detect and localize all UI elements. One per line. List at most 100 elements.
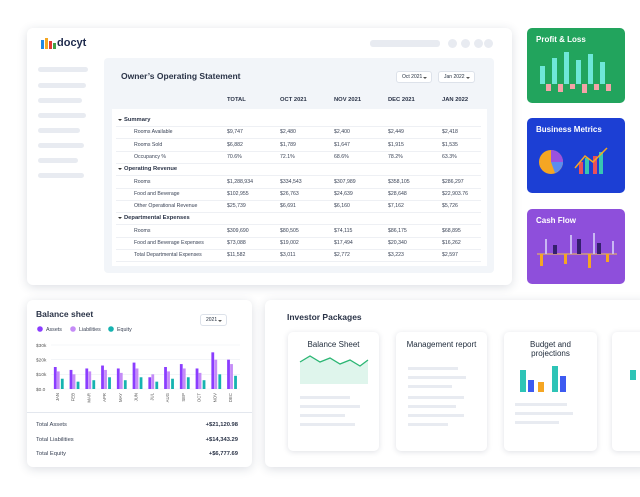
total-value: +$6,777.69 <box>208 451 238 457</box>
cell: 78.2% <box>388 153 403 160</box>
x-tick-label: JUN <box>134 393 139 401</box>
cell: $68,895 <box>442 227 461 234</box>
bar <box>186 377 190 389</box>
row-line <box>116 150 481 152</box>
bar <box>116 368 120 389</box>
sidebar-placeholder <box>38 158 78 163</box>
row-label: Food and Beverage <box>134 190 180 197</box>
cell: $6,160 <box>334 203 350 210</box>
tile-cash-flow[interactable]: Cash Flow <box>527 209 625 284</box>
legend-label: Equity <box>117 327 132 333</box>
bar <box>227 359 230 389</box>
cell: $5,726 <box>442 203 458 210</box>
cell: $286,297 <box>442 178 464 185</box>
cell: $2,400 <box>334 129 350 136</box>
package-card[interactable] <box>612 332 640 451</box>
y-tick-label: $0.0 <box>36 387 46 393</box>
sidebar-placeholder <box>38 83 86 88</box>
cell: $3,223 <box>388 252 404 259</box>
bar <box>56 371 60 389</box>
filter-dropdown[interactable]: Jan 2022 <box>438 71 475 83</box>
section-caret <box>118 167 122 172</box>
y-tick-label: $30k <box>36 343 47 349</box>
cell: $1,647 <box>334 141 350 148</box>
row-label: Food and Beverage Expenses <box>134 240 204 246</box>
cell: $80,505 <box>280 227 299 234</box>
divider <box>27 412 252 413</box>
row-line <box>116 212 481 214</box>
filter-dropdown[interactable]: Oct 2021 <box>396 71 433 83</box>
row-label: Rooms Available <box>134 129 173 136</box>
sidebar-placeholder <box>38 113 86 118</box>
year-dropdown[interactable]: 2021 <box>200 314 228 326</box>
cell: $2,418 <box>442 129 458 136</box>
package-card[interactable]: Management report <box>396 332 487 451</box>
logo-text: docyt <box>57 37 87 49</box>
package-card[interactable]: Balance Sheet <box>288 332 379 451</box>
investor-title: Investor Packages <box>287 312 362 322</box>
bar <box>164 367 167 389</box>
cell: $26,763 <box>280 190 299 197</box>
row-line <box>116 126 481 127</box>
cell: $86,175 <box>388 227 407 234</box>
x-tick-label: OCT <box>197 393 202 402</box>
x-tick-label: JUL <box>149 392 154 400</box>
section-caret <box>118 216 122 221</box>
x-tick-label: MAR <box>86 393 91 403</box>
cell: $3,011 <box>280 252 296 259</box>
cell: $11,582 <box>227 252 246 259</box>
package-title: Balance Sheet <box>307 340 360 349</box>
row-line <box>116 236 481 238</box>
bar <box>202 380 206 389</box>
cell: $307,989 <box>334 178 356 185</box>
bar <box>155 381 159 389</box>
bar <box>148 377 152 389</box>
bar <box>230 364 233 389</box>
cell: $309,690 <box>227 227 249 234</box>
cell: $20,340 <box>388 240 407 246</box>
cell: 68.6% <box>334 153 349 160</box>
cell: $6,882 <box>227 141 243 148</box>
y-tick-label: $10k <box>36 372 47 378</box>
bar <box>167 371 170 389</box>
total-label: Total Assets <box>36 422 67 428</box>
bar <box>132 362 136 389</box>
column-header: OCT 2021 <box>280 97 307 103</box>
total-label: Total Liabilities <box>36 436 74 443</box>
section-caret <box>118 118 122 123</box>
package-card[interactable]: Budget and projections <box>504 332 597 451</box>
row-label: Rooms Sold <box>134 141 163 148</box>
cell: $1,915 <box>388 141 404 148</box>
row-label: Rooms <box>134 227 151 234</box>
sidebar-placeholder <box>38 173 84 178</box>
bar <box>211 352 215 389</box>
legend-swatch <box>108 326 114 332</box>
cell: $24,639 <box>334 190 353 197</box>
row-label: Total Departmental Expenses <box>134 252 202 259</box>
bar <box>119 372 123 389</box>
sidebar-placeholder <box>38 98 82 103</box>
row-line <box>116 199 481 201</box>
sidebar-placeholder <box>38 143 84 148</box>
bar <box>179 364 183 389</box>
x-tick-label: FEB <box>71 393 76 401</box>
total-label: Total Equity <box>36 451 66 457</box>
total-value: +$21,120.98 <box>205 422 238 428</box>
cell: $7,162 <box>388 203 404 210</box>
bar <box>60 378 64 389</box>
x-tick-label: APR <box>102 393 107 402</box>
bar <box>198 372 202 389</box>
column-header: JAN 2022 <box>442 97 469 103</box>
y-tick-label: $20k <box>36 357 47 363</box>
tile-decoration <box>540 52 611 93</box>
bar <box>76 381 80 389</box>
cell: $19,002 <box>280 240 299 246</box>
icon-placeholder <box>461 39 470 48</box>
section-title: Operating Revenue <box>124 166 178 173</box>
column-header: DEC 2021 <box>388 97 415 103</box>
sidebar-placeholder <box>38 67 88 72</box>
tile-title: Business Metrics <box>536 125 602 134</box>
bar <box>108 377 111 389</box>
tile-title: Cash Flow <box>536 216 577 225</box>
cell: $73,088 <box>227 240 246 246</box>
